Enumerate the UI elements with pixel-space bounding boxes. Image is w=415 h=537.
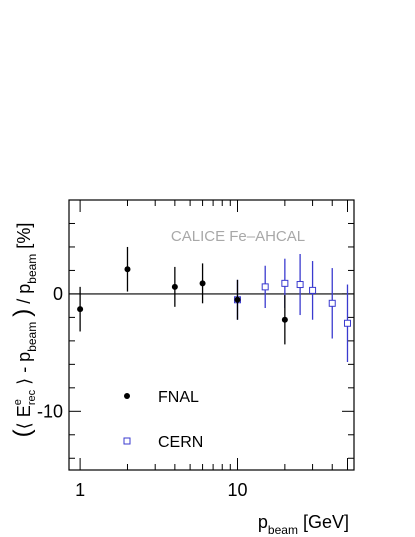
y-p-sub: beam [25, 322, 39, 352]
legend: FNAL CERN [123, 389, 203, 451]
y-angle-close: ⟩ [14, 378, 34, 385]
fnal-point [199, 280, 206, 287]
cern-point [281, 279, 289, 287]
data-marks [77, 246, 351, 362]
y-E-sub: rec [26, 389, 38, 405]
y-slash-p: / p [14, 284, 34, 309]
axis-ticks: 1 10 0 -10 [37, 199, 354, 500]
y-paren-close: ) [9, 309, 36, 317]
y-E-sup: e [12, 399, 24, 405]
cern-point [296, 281, 304, 289]
y-axis-label: (⟨ Ee rec ⟩ - pbeam ) / pbeam [%] [9, 223, 39, 438]
plot-frame [68, 199, 355, 471]
cern-legend-marker [123, 437, 131, 445]
y-E: E [14, 405, 34, 417]
x-label-sub: beam [268, 523, 298, 537]
y-tick-label: 0 [53, 284, 63, 304]
fnal-point [281, 316, 288, 323]
x-tick-label: 1 [75, 480, 85, 500]
fnal-point [171, 283, 178, 290]
plot-border [68, 199, 355, 471]
calice-annotation: CALICE Fe–AHCAL [171, 228, 305, 245]
fnal-point [77, 306, 84, 313]
x-label-p: p [258, 512, 268, 532]
x-axis-label: pbeam [GeV] [258, 512, 349, 537]
x-tick-label: 10 [227, 480, 247, 500]
x-label-unit: [GeV] [303, 512, 349, 532]
fnal-point [234, 296, 241, 303]
y-p2-sub: beam [25, 254, 39, 284]
y-unit: [%] [14, 223, 34, 249]
y-minus-p: - p [14, 352, 34, 378]
cern-point [261, 283, 269, 291]
fnal-legend-marker [124, 393, 130, 399]
cern-point [343, 319, 351, 327]
y-tick-label: -10 [37, 401, 63, 421]
fnal-point [124, 266, 131, 273]
y-angle-open: ⟨ [14, 422, 34, 429]
cern-legend-label: CERN [158, 434, 203, 451]
cern-point [328, 299, 336, 307]
cern-point [309, 286, 317, 294]
fnal-legend-label: FNAL [158, 389, 199, 406]
y-paren-open: ( [9, 429, 36, 437]
